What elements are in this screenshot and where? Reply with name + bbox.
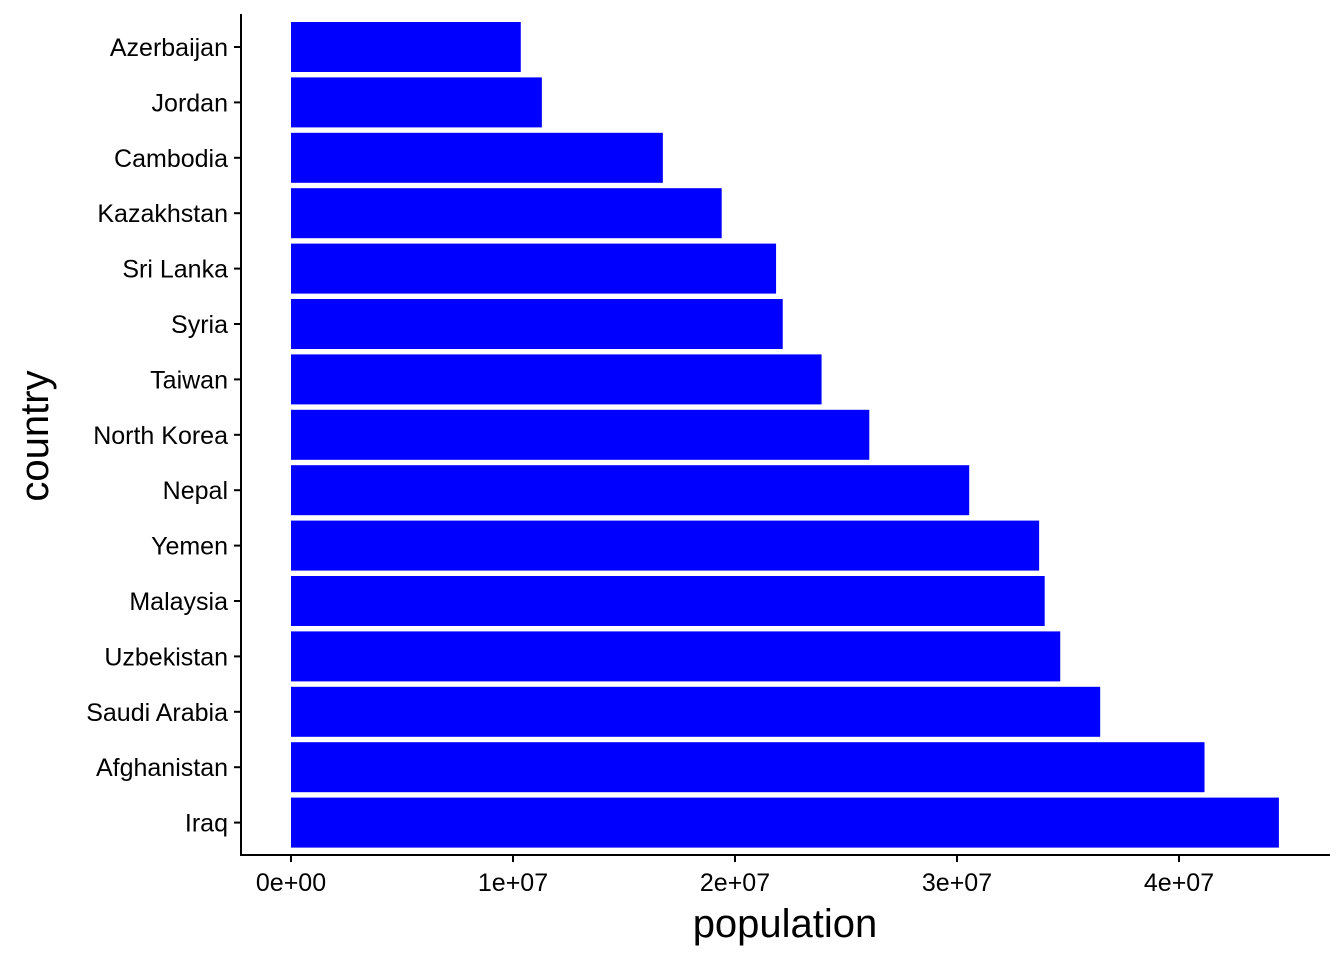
bar-nepal: [291, 465, 970, 516]
y-tick-label-yemen: Yemen: [151, 533, 228, 561]
bar-kazakhstan: [291, 188, 722, 239]
x-tick-label: 1e+07: [478, 869, 548, 897]
x-axis-title: population: [693, 902, 878, 946]
x-tick-label: 2e+07: [700, 869, 770, 897]
x-tick-label: 4e+07: [1144, 869, 1214, 897]
bar-north-korea: [291, 409, 870, 460]
bar-taiwan: [291, 354, 822, 405]
y-tick-label-nepal: Nepal: [163, 477, 228, 505]
bar-yemen: [291, 520, 1040, 571]
bar-iraq: [291, 797, 1279, 848]
x-tick-label: 3e+07: [922, 869, 992, 897]
y-tick-label-cambodia: Cambodia: [114, 145, 228, 173]
bar-cambodia: [291, 132, 663, 183]
bar-syria: [291, 299, 783, 349]
bar-azerbaijan: [291, 22, 521, 72]
x-ticks-group: 0e+00 1e+07 2e+07 3e+07 4e+07: [256, 855, 1214, 897]
y-tick-label-azerbaijan: Azerbaijan: [110, 34, 228, 62]
bar-jordan: [291, 77, 542, 128]
y-tick-label-syria: Syria: [171, 311, 228, 339]
y-tick-label-sri-lanka: Sri Lanka: [122, 256, 228, 284]
bar-uzbekistan: [291, 631, 1061, 682]
bar-sri-lanka: [291, 243, 777, 294]
y-tick-label-malaysia: Malaysia: [129, 588, 228, 616]
bar-malaysia: [291, 576, 1045, 626]
y-axis-title: country: [13, 370, 57, 501]
y-tick-label-north-korea: North Korea: [93, 422, 228, 450]
bars-group: [291, 22, 1279, 848]
y-tick-label-jordan: Jordan: [152, 89, 228, 117]
x-tick-label: 0e+00: [256, 869, 326, 897]
y-tick-label-saudi-arabia: Saudi Arabia: [86, 699, 228, 727]
y-tick-label-kazakhstan: Kazakhstan: [97, 200, 228, 228]
bar-afghanistan: [291, 742, 1205, 793]
y-ticks-group: Azerbaijan Jordan Cambodia Kazakhstan Sri La…: [86, 34, 241, 838]
y-tick-label-taiwan: Taiwan: [150, 366, 228, 394]
y-tick-label-iraq: Iraq: [185, 810, 228, 838]
y-tick-label-afghanistan: Afghanistan: [96, 754, 228, 782]
bar-saudi-arabia: [291, 686, 1101, 737]
y-tick-label-uzbekistan: Uzbekistan: [104, 643, 228, 671]
